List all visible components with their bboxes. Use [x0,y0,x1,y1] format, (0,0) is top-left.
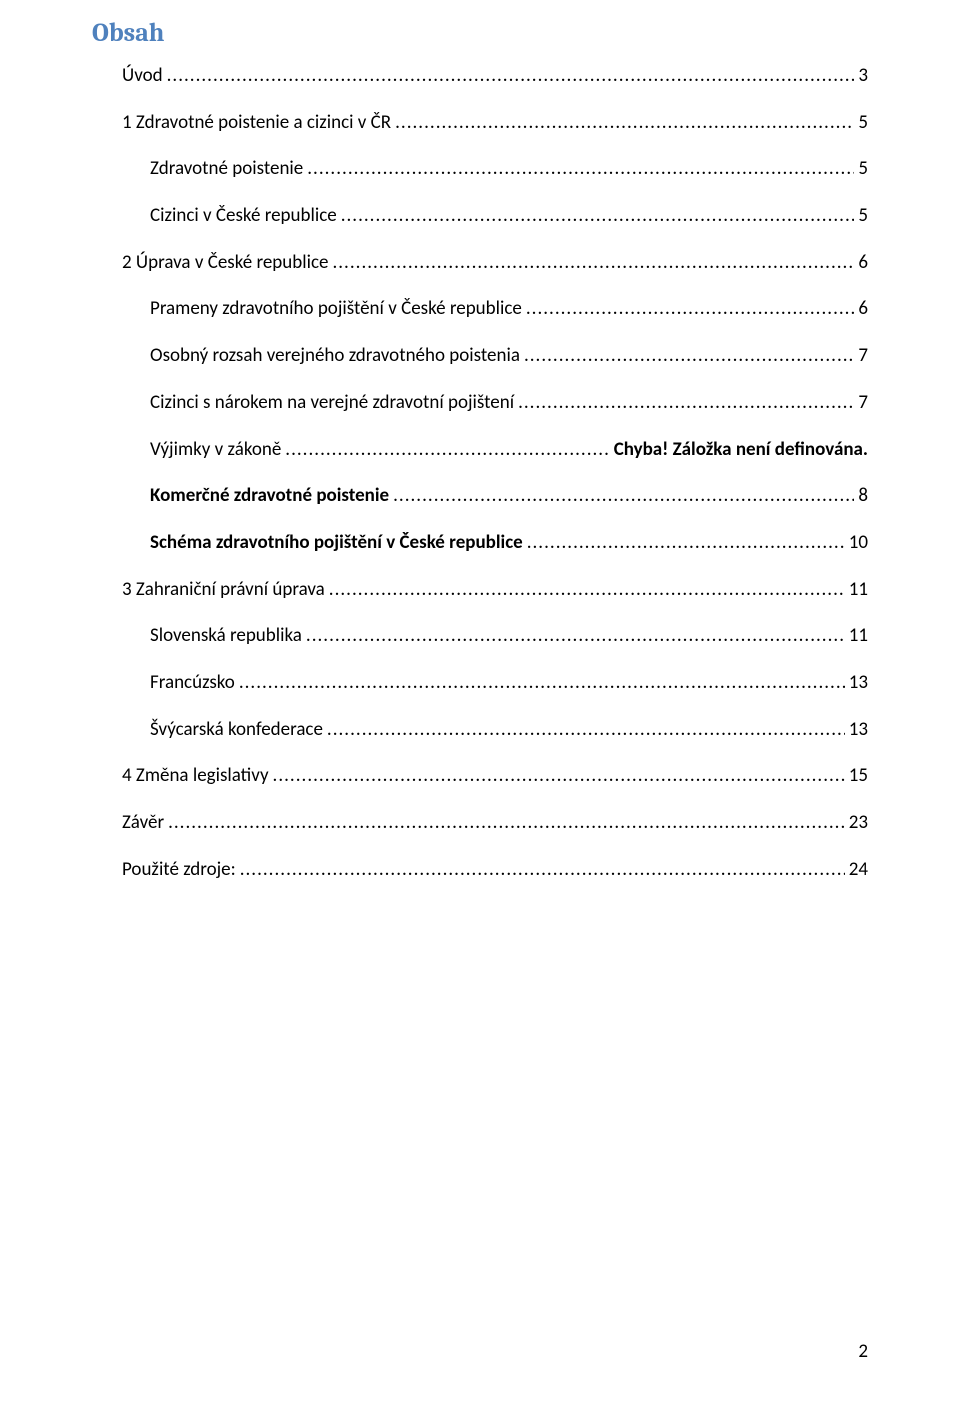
toc-page: 10 [849,531,868,556]
toc-label: 1 Zdravotné poistenie a cizinci v ČR [122,111,391,136]
toc-label: Slovenská republika [150,624,302,649]
toc-entry: Výjimky v zákoně Chyba! Záložka není def… [92,438,868,463]
toc-leader [393,484,854,509]
toc-leader [341,204,855,229]
toc-list: Úvod 3 1 Zdravotné poistenie a cizinci v… [92,64,868,882]
toc-page: 6 [858,251,868,276]
toc-label: Cizinci s nárokem na verejné zdravotní p… [150,391,514,416]
toc-entry: Francúzsko 13 [92,671,868,696]
toc-label: Prameny zdravotního pojištění v České re… [150,297,522,322]
toc-entry: Schéma zdravotního pojištění v České rep… [92,531,868,556]
toc-entry: Prameny zdravotního pojištění v České re… [92,297,868,322]
toc-entry: Osobný rozsah verejného zdravotného pois… [92,344,868,369]
toc-label: Závěr [122,811,164,836]
toc-leader [306,624,845,649]
toc-entry: Závěr 23 [92,811,868,836]
toc-entry: 1 Zdravotné poistenie a cizinci v ČR 5 [92,111,868,136]
toc-page: 5 [858,111,868,136]
toc-label: Výjimky v zákoně [150,438,281,463]
toc-entry: Slovenská republika 11 [92,624,868,649]
toc-entry: Použité zdroje: 24 [92,858,868,883]
toc-entry: Cizinci s nárokem na verejné zdravotní p… [92,391,868,416]
toc-label: Úvod [122,64,163,89]
toc-leader [526,297,855,322]
toc-label: 4 Změna legislativy [122,764,269,789]
toc-leader [168,811,845,836]
toc-page: 13 [849,718,868,743]
page-number: 2 [858,1340,868,1363]
toc-leader [527,531,845,556]
toc-page: 7 [858,391,868,416]
toc-label: Zdravotné poistenie [150,157,303,182]
toc-leader [273,764,845,789]
toc-entry: Zdravotné poistenie 5 [92,157,868,182]
toc-leader [518,391,854,416]
toc-page: 5 [858,204,868,229]
toc-entry: 3 Zahraniční právní úprava 11 [92,578,868,603]
toc-page: 13 [849,671,868,696]
toc-label: Komerčné zdravotné poistenie [150,484,389,509]
toc-page: 7 [858,344,868,369]
toc-page-error: Chyba! Záložka není definována. [614,438,868,463]
toc-label: Použité zdroje: [122,858,236,883]
toc-label: Schéma zdravotního pojištění v České rep… [150,531,523,556]
toc-page: 23 [849,811,868,836]
toc-page: 6 [858,297,868,322]
toc-entry: 2 Úprava v České republice 6 [92,251,868,276]
toc-leader [167,64,855,89]
toc-entry: Komerčné zdravotné poistenie 8 [92,484,868,509]
toc-page: 24 [849,858,868,883]
toc-entry: 4 Změna legislativy 15 [92,764,868,789]
toc-leader [524,344,854,369]
toc-label: Francúzsko [150,671,235,696]
toc-page: 11 [849,624,868,649]
toc-leader [327,718,845,743]
toc-entry: Úvod 3 [92,64,868,89]
toc-leader [285,438,609,463]
toc-leader [307,157,854,182]
toc-entry: Cizinci v České republice 5 [92,204,868,229]
toc-label: Cizinci v České republice [150,204,337,229]
toc-leader [239,671,845,696]
toc-entry: Švýcarská konfederace 13 [92,718,868,743]
toc-page: 11 [849,578,868,603]
toc-label: Švýcarská konfederace [150,718,323,743]
toc-page: 15 [849,764,868,789]
toc-page: 8 [858,484,868,509]
toc-page: 5 [858,157,868,182]
toc-leader [240,858,845,883]
toc-label: 3 Zahraniční právní úprava [122,578,325,603]
toc-label: 2 Úprava v České republice [122,251,328,276]
toc-title: Obsah [92,18,868,48]
toc-label: Osobný rozsah verejného zdravotného pois… [150,344,520,369]
toc-leader [329,578,845,603]
toc-leader [395,111,854,136]
toc-leader [332,251,854,276]
toc-page: 3 [858,64,868,89]
